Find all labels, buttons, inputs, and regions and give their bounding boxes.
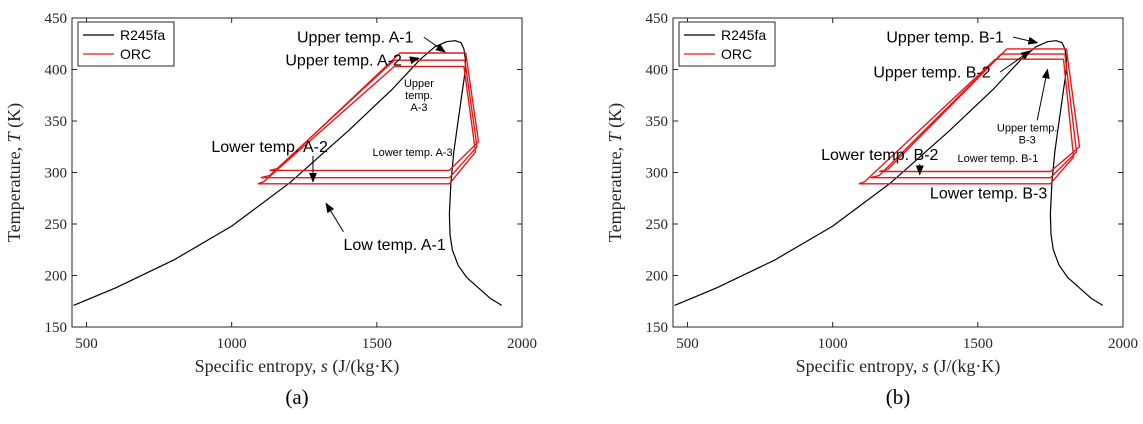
legend-box: [77, 21, 175, 67]
annotation-label: Lower temp. B-3: [930, 185, 1047, 202]
x-axis-label: Specific entropy, s (J/(kg·K): [796, 356, 1001, 377]
y-tick-label: 250: [45, 217, 68, 233]
series-line-orc-cycle-3: [878, 48, 1081, 173]
annotation-label: Lower temp. A-2: [211, 139, 328, 156]
x-tick-label: 500: [676, 336, 699, 352]
x-tick-label: 1500: [963, 336, 993, 352]
x-tick-label: 1500: [362, 336, 392, 352]
chart-panel-b: 500 1000 1500 2000 150 200 250 300 350 400 450 Spec…: [605, 11, 1138, 409]
annotation-label: Upper temp. B-3: [997, 122, 1058, 146]
annotation-arrow: [423, 36, 446, 53]
y-tick-label: 450: [646, 11, 669, 27]
series-line-orc-cycle-3: [269, 52, 480, 172]
y-tick-label: 200: [646, 269, 669, 285]
legend-label: ORC: [120, 46, 151, 62]
series-line-orc-cycle-1: [257, 65, 477, 185]
legend-box: [678, 21, 776, 67]
annotation-label: Low temp. A-1: [343, 237, 445, 254]
annotation-label: Upper temp. A-2: [285, 52, 402, 69]
annotation-arrow: [325, 202, 344, 233]
annotation-arrow: [1013, 36, 1039, 45]
legend: R245fa ORC: [77, 21, 175, 67]
series-line-orc-cycle-2: [870, 53, 1078, 179]
x-tick-label: 500: [75, 336, 98, 352]
panel-label: (a): [285, 385, 308, 409]
y-tick-label: 150: [646, 320, 669, 336]
x-axis-label: Specific entropy, s (J/(kg·K): [195, 356, 400, 377]
annotation-arrow: [409, 56, 420, 65]
y-tick-label: 450: [45, 11, 68, 27]
plot-area: [674, 40, 1104, 306]
y-axis-label: Temperature, T (K): [605, 103, 626, 242]
legend-label: ORC: [721, 46, 752, 62]
annotation-label: Upper temp. B-2: [873, 65, 990, 82]
y-tick-label: 250: [646, 217, 669, 233]
annotation-label: Upper temp. A-3: [404, 78, 434, 114]
series-line-orc-cycle-1: [858, 58, 1075, 185]
y-axis-label: Temperature, T (K): [4, 103, 25, 242]
y-tick-label: 400: [45, 63, 68, 79]
x-tick-label: 2000: [1108, 336, 1138, 352]
series-line-r245fa: [674, 40, 1104, 306]
annotation-arrow: [999, 50, 1031, 73]
y-tick-label: 300: [45, 166, 68, 182]
legend-label: R245fa: [120, 27, 165, 43]
x-tick-label: 2000: [507, 336, 537, 352]
y-tick-label: 200: [45, 269, 68, 285]
x-tick-label: 1000: [217, 336, 247, 352]
annotation-label: Upper temp. A-1: [297, 30, 414, 47]
series-line-orc-cycle-2: [260, 59, 478, 179]
x-tick-label: 1000: [818, 336, 848, 352]
legend: R245fa ORC: [678, 21, 776, 67]
annotation-label: Lower temp. B-2: [821, 147, 938, 164]
plot-area: [73, 40, 503, 306]
y-tick-label: 350: [646, 114, 669, 130]
annotation-label: Lower temp. B-1: [958, 153, 1039, 165]
y-tick-label: 300: [646, 166, 669, 182]
panel-label: (b): [886, 385, 911, 409]
y-tick-label: 350: [45, 114, 68, 130]
series-line-r245fa: [73, 40, 503, 306]
annotation-arrow: [1036, 68, 1050, 121]
chart-panel-a: 500 1000 1500 2000 150 200 250 300 350 400 450 Spec…: [4, 11, 537, 409]
annotation-label: Lower temp. A-3: [372, 147, 452, 159]
annotation-label: Upper temp. B-1: [886, 30, 1003, 47]
y-tick-label: 150: [45, 320, 68, 336]
y-tick-label: 400: [646, 63, 669, 79]
legend-label: R245fa: [721, 27, 766, 43]
